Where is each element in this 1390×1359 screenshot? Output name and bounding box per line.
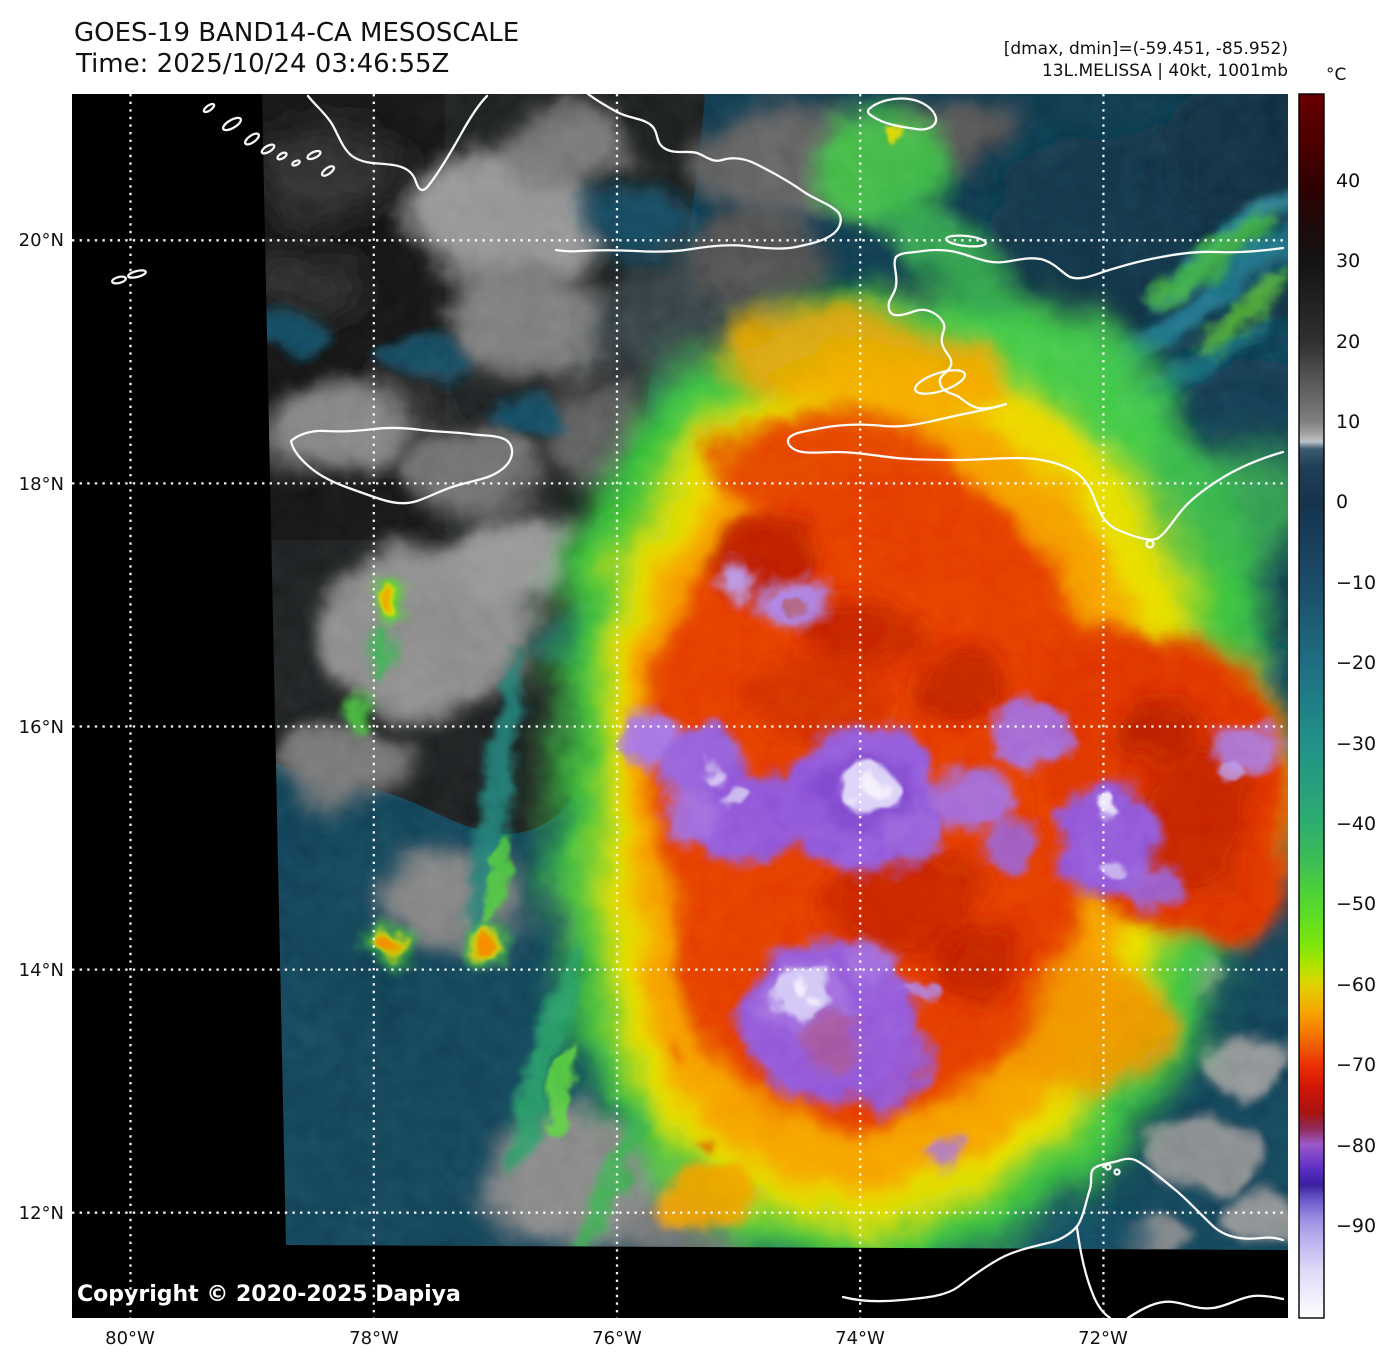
lat-tick-label: 12°N xyxy=(19,1203,64,1224)
islands-cuba-cays xyxy=(202,102,336,177)
colorbar-tick-label: −10 xyxy=(1336,572,1376,594)
colorbar-tick-label: −30 xyxy=(1336,733,1376,755)
colorbar-tick-label: −90 xyxy=(1336,1215,1376,1237)
cloud-mottle-texture xyxy=(262,94,1288,1250)
lon-tick-label: 76°W xyxy=(592,1328,642,1349)
mesoscale-sector-imagery xyxy=(262,94,1288,1250)
colorbar-tick-label: 40 xyxy=(1336,170,1360,192)
copyright-text: Copyright © 2020-2025 Dapiya xyxy=(77,1282,461,1307)
product-title: GOES-19 BAND14-CA MESOSCALE xyxy=(74,18,519,48)
coastline-jamaica xyxy=(289,426,514,505)
latitude-axis: 20°N 18°N 16°N 14°N 12°N xyxy=(19,230,64,1224)
lat-tick-label: 14°N xyxy=(19,960,64,981)
coastlines xyxy=(111,94,1285,1318)
lon-tick-label: 80°W xyxy=(105,1328,155,1349)
colorbar-tick-label: −80 xyxy=(1336,1135,1376,1157)
colorbar-tick-label: 10 xyxy=(1336,411,1360,433)
colorbar-scale: 40 30 20 10 0 −10 −20 −30 −40 −50 −60 −7… xyxy=(1336,170,1376,1237)
lat-tick-label: 18°N xyxy=(19,474,64,495)
coastline-cuba-east xyxy=(554,94,842,253)
colorbar xyxy=(1298,93,1325,1319)
colorbar-tick-label: −70 xyxy=(1336,1054,1376,1076)
lat-tick-label: 16°N xyxy=(19,717,64,738)
timestamp: Time: 2025/10/24 03:46:55Z xyxy=(75,49,449,79)
latlon-gridlines xyxy=(72,94,1288,1318)
coastline-hispaniola xyxy=(786,246,1285,541)
island-gonave xyxy=(913,369,967,395)
longitude-axis: 80°W 78°W 76°W 74°W 72°W xyxy=(105,1328,1128,1349)
colorbar-tick-label: −50 xyxy=(1336,893,1376,915)
island-great-inagua xyxy=(866,97,938,131)
lon-tick-label: 72°W xyxy=(1078,1328,1128,1349)
coastline-south-america xyxy=(841,1157,1285,1303)
colorbar-tick-label: −20 xyxy=(1336,652,1376,674)
islands-cayman xyxy=(111,269,147,285)
colorbar-unit-label: °C xyxy=(1326,65,1346,85)
lon-tick-label: 78°W xyxy=(349,1328,399,1349)
lat-tick-label: 20°N xyxy=(19,230,64,251)
islets-guajira xyxy=(1104,539,1155,1176)
island-tortuga xyxy=(944,234,988,248)
dmax-dmin-readout: [dmax, dmin]=(-59.451, -85.952) xyxy=(1004,39,1288,59)
colorbar-tick-label: 30 xyxy=(1336,250,1360,272)
coastline-cuba-west xyxy=(306,94,489,192)
colorbar-tick-label: −40 xyxy=(1336,813,1376,835)
satellite-imagery-plot: Copyright © 2020-2025 Dapiya xyxy=(72,94,1288,1318)
coastline-south-america-east xyxy=(1126,1294,1285,1318)
colorbar-tick-label: 0 xyxy=(1336,491,1348,513)
colorbar-tick-label: 20 xyxy=(1336,331,1360,353)
colorbar-tick-label: −60 xyxy=(1336,974,1376,996)
coastline-south-america-branch xyxy=(1075,1226,1112,1318)
lon-tick-label: 74°W xyxy=(835,1328,885,1349)
storm-status: 13L.MELISSA | 40kt, 1001mb xyxy=(1042,61,1288,81)
